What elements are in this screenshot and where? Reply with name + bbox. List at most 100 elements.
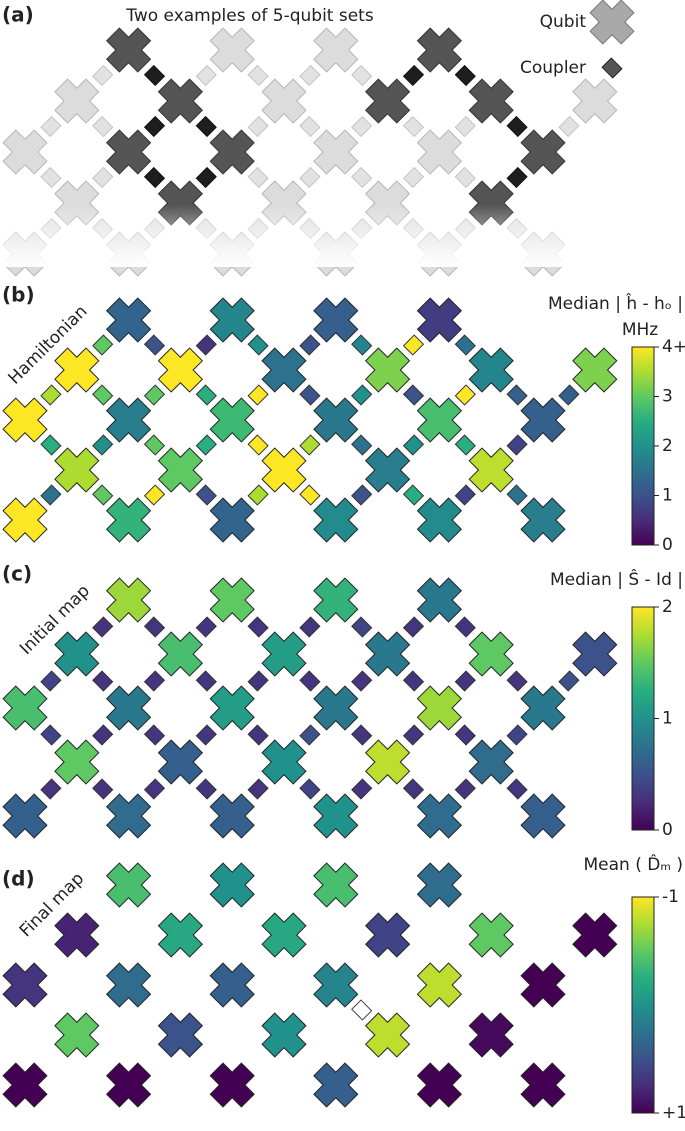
coupler bbox=[247, 778, 269, 800]
coupler bbox=[299, 616, 321, 638]
qubit bbox=[364, 912, 411, 958]
qubit bbox=[209, 297, 255, 343]
coupler bbox=[195, 384, 217, 406]
coupler bbox=[351, 166, 373, 189]
qubit bbox=[157, 1012, 204, 1058]
coupler bbox=[247, 724, 269, 746]
qubit bbox=[2, 1062, 48, 1108]
qubit bbox=[364, 739, 411, 785]
coupler bbox=[454, 384, 476, 406]
qubit bbox=[572, 631, 618, 677]
coupler bbox=[351, 64, 373, 87]
qubit bbox=[572, 347, 618, 393]
coupler bbox=[299, 115, 321, 138]
coupler bbox=[143, 384, 166, 406]
coupler bbox=[247, 670, 269, 692]
qubit bbox=[105, 793, 152, 839]
coupler bbox=[40, 670, 62, 692]
panel-label: (c) bbox=[2, 562, 32, 586]
qubit bbox=[416, 129, 463, 175]
qubit bbox=[261, 631, 307, 677]
coupler bbox=[143, 616, 166, 638]
qubit bbox=[416, 793, 463, 839]
panel-title: Two examples of 5-qubit sets bbox=[125, 6, 374, 26]
qubit bbox=[54, 347, 100, 393]
qubit bbox=[157, 739, 204, 785]
qubit bbox=[520, 397, 566, 443]
coupler bbox=[195, 434, 217, 456]
qubit bbox=[54, 78, 100, 124]
legend-coupler-icon bbox=[601, 57, 623, 79]
legend-label: Qubit bbox=[540, 12, 587, 32]
colorbar bbox=[631, 606, 655, 831]
coupler bbox=[195, 778, 217, 800]
qubit bbox=[572, 78, 618, 124]
coupler bbox=[454, 670, 476, 692]
qubit bbox=[209, 497, 255, 543]
qubit bbox=[520, 497, 566, 543]
coupler bbox=[558, 115, 580, 138]
qubit bbox=[468, 631, 514, 677]
qubit bbox=[416, 297, 463, 343]
panel-label: (d) bbox=[2, 867, 35, 891]
coupler bbox=[92, 115, 114, 138]
qubit-highlight bbox=[157, 78, 204, 124]
coupler bbox=[92, 334, 114, 356]
coupler bbox=[351, 724, 373, 746]
colorbar-tick-label: 0 bbox=[662, 820, 673, 840]
coupler bbox=[92, 64, 114, 87]
coupler-highlight bbox=[454, 64, 476, 87]
qubit-highlight bbox=[364, 78, 411, 124]
qubit bbox=[157, 631, 204, 677]
coupler bbox=[299, 434, 321, 456]
coupler bbox=[92, 384, 114, 406]
qubit bbox=[416, 577, 463, 623]
qubit bbox=[313, 1062, 359, 1108]
qubit bbox=[2, 685, 48, 731]
qubit bbox=[54, 739, 100, 785]
coupler bbox=[195, 334, 217, 356]
coupler bbox=[143, 434, 166, 456]
coupler bbox=[247, 64, 269, 87]
qubit bbox=[209, 1062, 255, 1108]
qubit bbox=[416, 862, 463, 908]
qubit-highlight bbox=[209, 129, 255, 175]
coupler bbox=[92, 616, 114, 638]
qubit bbox=[209, 27, 255, 73]
coupler bbox=[299, 724, 321, 746]
qubit bbox=[105, 397, 152, 443]
qubit-highlight bbox=[520, 129, 566, 175]
colorbar bbox=[631, 896, 655, 1114]
coupler bbox=[454, 724, 476, 746]
coupler bbox=[402, 434, 425, 456]
coupler-highlight bbox=[143, 115, 166, 138]
panel-label: (a) bbox=[2, 3, 34, 27]
coupler bbox=[402, 616, 425, 638]
qubit bbox=[105, 962, 152, 1008]
qubit bbox=[209, 862, 255, 908]
colorbar-tick-label: 2 bbox=[662, 436, 673, 456]
coupler bbox=[143, 670, 166, 692]
coupler bbox=[351, 334, 373, 356]
coupler bbox=[506, 384, 528, 406]
qubit bbox=[313, 129, 359, 175]
colorbar-title: Median | Ŝ - Id | bbox=[550, 568, 683, 590]
qubit bbox=[468, 739, 514, 785]
colorbar-tick-label: 4+ bbox=[662, 337, 685, 357]
qubit-highlight bbox=[468, 78, 514, 124]
coupler-highlight bbox=[195, 166, 217, 189]
coupler bbox=[247, 484, 269, 506]
coupler bbox=[143, 334, 166, 356]
coupler bbox=[299, 778, 321, 800]
coupler bbox=[92, 434, 114, 456]
qubit bbox=[209, 397, 255, 443]
qubit bbox=[313, 685, 359, 731]
coupler bbox=[506, 778, 528, 800]
qubit bbox=[261, 739, 307, 785]
qubit bbox=[313, 397, 359, 443]
colorbar-unit: MHz bbox=[622, 320, 658, 340]
qubit bbox=[468, 347, 514, 393]
qubit-highlight bbox=[105, 129, 152, 175]
coupler bbox=[299, 334, 321, 356]
